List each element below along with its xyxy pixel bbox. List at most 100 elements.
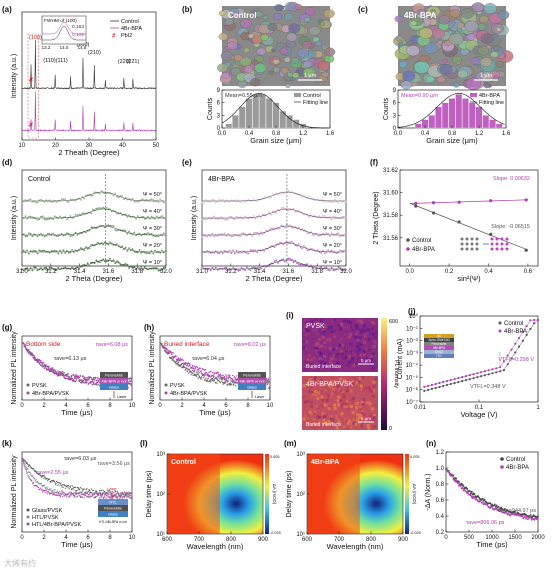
data-point	[244, 200, 247, 203]
fit-curve	[202, 225, 345, 236]
data-point	[25, 469, 27, 471]
pl-map-pixel	[315, 320, 319, 324]
pl-map-pixel	[372, 380, 376, 384]
data-point	[261, 233, 264, 236]
data-point	[41, 491, 44, 493]
data-point	[330, 232, 333, 235]
pl-map-pixel	[307, 321, 311, 325]
fit-curve	[22, 191, 165, 202]
data-point	[249, 249, 252, 252]
data-point	[182, 359, 184, 361]
pl-map-pixel	[319, 319, 323, 323]
data-point	[98, 377, 100, 380]
pl-map-pixel	[364, 386, 368, 390]
data-point	[83, 488, 85, 490]
pl-map-pixel	[310, 404, 314, 408]
y-tick-label: 10⁻⁷	[406, 399, 418, 406]
data-point	[90, 194, 92, 197]
y-tick-label: 10⁻³	[406, 351, 418, 357]
pl-map-pixel	[320, 390, 324, 394]
data-point	[28, 252, 30, 255]
legend-entry: Control	[303, 93, 321, 99]
data-point	[126, 233, 129, 235]
data-point	[40, 482, 42, 485]
data-point	[65, 496, 68, 498]
data-point	[191, 367, 193, 369]
data-point	[123, 198, 125, 201]
sem-grain	[480, 57, 493, 67]
laser-label: Laser	[117, 395, 127, 399]
panel-label-a: (a)	[2, 5, 12, 14]
data-point	[86, 492, 88, 494]
data-point	[76, 489, 78, 492]
pl-map-pixel	[318, 344, 322, 348]
legend-swatch	[26, 391, 30, 395]
sem-grain	[286, 32, 298, 42]
data-point	[96, 384, 98, 386]
data-point	[28, 269, 30, 272]
lattice-dot	[470, 247, 474, 251]
x-axis-label: Grain size (μm)	[250, 136, 302, 145]
sem-grain	[402, 40, 407, 45]
data-point	[81, 496, 83, 498]
x-axis-label: Grain size (μm)	[426, 136, 478, 145]
data-point	[170, 357, 172, 360]
legend-swatch	[406, 247, 410, 251]
data-point	[99, 497, 101, 499]
data-point	[167, 352, 170, 354]
data-point	[69, 486, 71, 488]
data-point	[72, 251, 75, 254]
data-point	[126, 250, 129, 252]
pl-map-pixel	[310, 363, 314, 367]
data-point	[301, 196, 304, 199]
pl-map-pixel	[329, 325, 333, 329]
x-tick-label: 500	[464, 535, 475, 541]
data-point	[66, 375, 68, 378]
data-point	[95, 383, 97, 385]
data-point	[306, 232, 309, 234]
pl-map-pixel	[355, 350, 359, 354]
data-point	[189, 364, 191, 366]
data-point	[142, 268, 144, 271]
data-point	[43, 249, 46, 252]
data-point	[80, 496, 82, 499]
data-point	[284, 192, 286, 195]
data-point	[229, 374, 231, 377]
data-point	[51, 479, 53, 481]
data-point	[71, 378, 73, 380]
data-point	[234, 382, 236, 384]
data-point	[334, 269, 336, 271]
pl-map-pixel	[334, 414, 338, 418]
vtfl-label: VTFL=0.348 V	[470, 384, 506, 390]
data-point	[537, 517, 539, 519]
data-point	[36, 361, 38, 364]
data-point	[215, 382, 217, 384]
pl-map-pixel	[313, 410, 317, 414]
data-point	[239, 235, 241, 238]
data-point	[188, 372, 190, 374]
data-point	[41, 215, 44, 218]
data-point	[78, 213, 80, 216]
data-point	[306, 249, 309, 252]
pl-map-pixel	[352, 417, 356, 421]
data-point	[76, 492, 78, 495]
y-tick-label: 31.56	[383, 236, 399, 242]
pl-map-pixel	[325, 398, 329, 402]
data-point	[219, 382, 222, 384]
data-point	[344, 200, 347, 203]
panel-label-n: (n)	[426, 439, 437, 448]
pl-map-pixel	[359, 330, 363, 334]
panel-label-l: (l)	[140, 439, 148, 448]
y-tick-label: 31.62	[383, 168, 399, 174]
pl-map-pixel	[320, 323, 324, 327]
data-point	[232, 235, 235, 238]
data-point	[209, 252, 212, 255]
data-point	[225, 218, 228, 221]
colorbar-label: PL intensity	[393, 360, 399, 388]
data-point	[216, 235, 219, 237]
data-point	[194, 367, 197, 369]
data-point	[145, 252, 148, 255]
data-point	[57, 370, 59, 372]
y-tick-label: 0.2	[436, 530, 445, 536]
data-point	[161, 215, 163, 218]
